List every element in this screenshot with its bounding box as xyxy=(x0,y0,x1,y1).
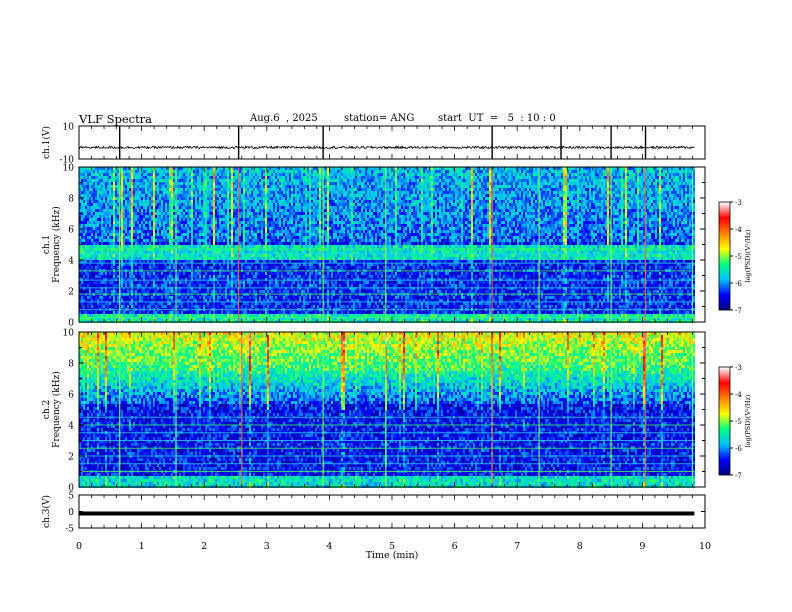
ch2-spectrogram-colorbar-tick-label: -7 xyxy=(735,472,742,480)
ch2-spectrogram-ylabel: Frequency (kHz) xyxy=(51,371,62,448)
ch1-spectrogram-colorbar-tick-label: -6 xyxy=(735,280,742,288)
vlf-figure: 0246810ch.1 Frequency (kHz)-3-4-5-6-7log(… xyxy=(0,0,792,612)
xtick-label: 6 xyxy=(452,541,458,552)
ch2-spectrogram-colorbar-tick-label: -3 xyxy=(735,364,742,372)
xtick-label: 4 xyxy=(326,541,332,552)
ch2-spectrogram-channel-label: ch.2 xyxy=(42,400,52,419)
ch1-waveform-ytick-label: -10 xyxy=(60,156,75,166)
xtick-label: 3 xyxy=(264,541,270,552)
ch1-spectrogram-colorbar-tick-label: -7 xyxy=(735,307,742,315)
ch2-spectrogram-colorbar-tick-label: -6 xyxy=(735,445,742,453)
ch1-spectrogram-colorbar-tick-label: -3 xyxy=(735,199,742,207)
xtick-label: 10 xyxy=(699,541,711,552)
ch1-spectrogram-ytick-label: 4 xyxy=(68,257,74,267)
ch2-spectrogram-colorbar-tick-label: -4 xyxy=(735,391,742,399)
ch1-spectrogram-ytick-label: 2 xyxy=(68,288,74,298)
ch3-waveform-ytick-label: 0 xyxy=(68,508,74,518)
xtick-label: 8 xyxy=(577,541,583,552)
ch3-waveform-ylabel: ch.3(V) xyxy=(41,495,52,528)
xtick-label: 7 xyxy=(514,541,520,552)
ch2-spectrogram-ytick-label: 4 xyxy=(68,422,74,432)
ch2-spectrogram-colorbar-tick-label: -5 xyxy=(735,418,742,426)
xtick-label: 1 xyxy=(139,541,145,552)
ch2-spectrogram-ytick-label: 10 xyxy=(63,329,75,339)
ch1-spectrogram-image xyxy=(79,167,695,323)
ch1-waveform-ytick-label: 10 xyxy=(63,123,75,133)
ch2-spectrogram-colorbar xyxy=(719,367,730,475)
ch2-spectrogram-ytick-label: 8 xyxy=(68,360,74,370)
ch1-spectrogram-colorbar-label: log(PSD)(V²/Hz) xyxy=(744,229,752,282)
ch1-waveform-ylabel: ch.1(V) xyxy=(41,126,52,159)
ch2-spectrogram-colorbar-label: log(PSD)(V²/Hz) xyxy=(744,394,752,447)
ch2-spectrogram-ytick-label: 2 xyxy=(68,453,74,463)
ch1-spectrogram-colorbar-tick-label: -5 xyxy=(735,253,742,261)
ch2-spectrogram-ytick-label: 6 xyxy=(68,391,74,401)
ch1-spectrogram-colorbar xyxy=(719,202,730,310)
xtick-label: 9 xyxy=(639,541,645,552)
ch1-spectrogram-ylabel: Frequency (kHz) xyxy=(51,206,62,283)
ch3-waveform-ytick-label: 5 xyxy=(68,492,74,502)
ch1-spectrogram-ytick-label: 6 xyxy=(68,226,74,236)
xtick-label: 0 xyxy=(76,541,82,552)
ch3-waveform-ytick-label: -5 xyxy=(65,525,74,535)
ch2-spectrogram-image xyxy=(79,332,695,488)
xaxis-label: Time (min) xyxy=(366,550,419,561)
ch1-spectrogram-ytick-label: 8 xyxy=(68,195,74,205)
xtick-label: 2 xyxy=(201,541,207,552)
ch1-spectrogram-colorbar-tick-label: -4 xyxy=(735,226,742,234)
ch1-spectrogram-ytick-label: 0 xyxy=(68,319,74,329)
ch1-spectrogram-channel-label: ch.1 xyxy=(42,235,52,254)
